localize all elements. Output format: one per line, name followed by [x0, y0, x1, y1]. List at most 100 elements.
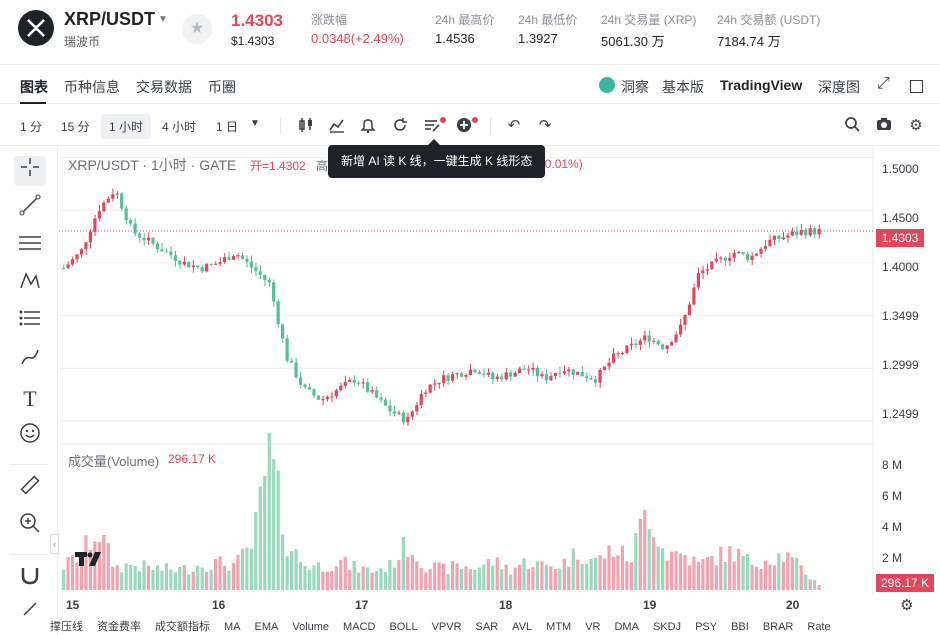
settings-gear-icon[interactable]: ⚙	[909, 117, 923, 134]
ruler-icon[interactable]	[14, 474, 46, 504]
candle-body	[473, 369, 477, 373]
tab-insight[interactable]: 洞察	[621, 79, 649, 95]
tab-depth[interactable]: 深度图	[818, 79, 860, 95]
brush-icon[interactable]	[14, 346, 46, 376]
volume-bar	[392, 567, 396, 590]
candle-body	[553, 373, 557, 377]
indicator-14[interactable]: SKDJ	[652, 621, 682, 633]
indicator-12[interactable]: VR	[585, 621, 601, 633]
magnet-icon[interactable]	[14, 564, 46, 594]
candle-body	[129, 220, 133, 224]
indicator-18[interactable]: Rate	[807, 621, 831, 633]
candle-body	[106, 198, 110, 203]
pair-name[interactable]: XRP/USDT	[64, 9, 156, 29]
indicator-13[interactable]: DMA	[614, 621, 639, 633]
redo-icon[interactable]: ↷	[538, 117, 552, 134]
fibonacci-icon[interactable]	[14, 308, 46, 338]
volume-bar	[652, 537, 656, 590]
candle-body	[531, 367, 535, 370]
favorite-star-icon[interactable]: ★	[182, 14, 212, 44]
alert-bell-icon[interactable]	[358, 116, 378, 136]
candle-body	[352, 379, 356, 383]
indicator-10[interactable]: AVL	[512, 621, 533, 633]
volume-bar	[804, 574, 808, 590]
indicator-7[interactable]: BOLL	[389, 621, 418, 633]
lock-pencil-icon[interactable]	[14, 598, 46, 628]
add-plus-icon[interactable]	[454, 116, 474, 136]
candle-type-icon[interactable]	[296, 116, 316, 136]
candle-body	[571, 369, 575, 375]
window-icon[interactable]	[910, 80, 923, 93]
volume-bar	[710, 556, 714, 590]
timeframe-1m[interactable]: 1 分	[20, 120, 43, 134]
emoji-icon[interactable]	[14, 422, 46, 452]
candle-body	[70, 259, 75, 265]
indicator-17[interactable]: BRAR	[762, 621, 794, 633]
collapse-toolbar-button[interactable]: ‹	[50, 534, 59, 554]
candle-body	[477, 372, 481, 374]
tab-trade-data[interactable]: 交易数据	[136, 79, 192, 95]
timeframe-15m[interactable]: 15 分	[61, 120, 90, 134]
timeframe-1h[interactable]: 1 小时	[101, 114, 152, 139]
fullscreen-icon[interactable]: ⤢	[877, 75, 890, 92]
candle-body	[446, 375, 450, 381]
volume-bar	[754, 566, 759, 590]
ai-kline-icon[interactable]	[422, 116, 442, 136]
indicator-1[interactable]: 资金费率	[97, 621, 141, 633]
tab-basic[interactable]: 基本版	[662, 79, 704, 95]
tab-coin-info[interactable]: 币种信息	[64, 79, 120, 95]
indicator-4[interactable]: EMA	[254, 621, 279, 633]
text-tool-icon[interactable]: T	[23, 386, 37, 411]
tab-chart[interactable]: 图表	[20, 79, 48, 95]
undo-icon[interactable]: ↶	[507, 117, 521, 134]
tab-tradingview[interactable]: TradingView	[720, 77, 803, 93]
volume-bar	[401, 536, 405, 590]
tab-community[interactable]: 币圈	[208, 79, 236, 95]
chart-settings-icon[interactable]: ⚙	[900, 597, 914, 614]
chart-canvas[interactable]	[59, 147, 875, 595]
candle-body	[397, 412, 401, 414]
volume-bar	[629, 562, 633, 590]
zoom-in-icon[interactable]	[14, 512, 46, 542]
indicator-16[interactable]: BBI	[731, 621, 749, 633]
indicators-icon[interactable]	[327, 116, 347, 136]
indicator-3[interactable]: MA	[224, 621, 241, 633]
pattern-icon[interactable]	[14, 270, 46, 300]
candle-body	[182, 261, 186, 265]
indicator-5[interactable]: Volume	[292, 621, 330, 633]
candle-body	[316, 395, 320, 400]
volume-bar	[146, 565, 151, 590]
indicator-9[interactable]: SAR	[475, 621, 499, 633]
indicator-15[interactable]: PSY	[695, 621, 718, 633]
volume-bar	[191, 571, 195, 590]
volume-bar	[97, 541, 101, 590]
indicator-11[interactable]: MTM	[546, 621, 572, 633]
timeframe-1d[interactable]: 1 日	[216, 120, 239, 134]
volume-bar	[504, 564, 508, 590]
indicator-2[interactable]: 成交额指标	[155, 621, 210, 633]
candle-body	[169, 251, 173, 256]
volume-bar	[620, 545, 624, 590]
timeframe-dropdown-icon[interactable]: ▼	[250, 118, 260, 129]
candle-body	[741, 252, 745, 254]
volume-bar	[88, 549, 92, 590]
chevron-down-icon[interactable]: ▼	[158, 14, 168, 25]
indicator-0[interactable]: 撑压线	[50, 621, 83, 633]
search-icon[interactable]	[842, 116, 862, 136]
horizontal-lines-icon[interactable]	[14, 232, 46, 262]
crosshair-icon[interactable]	[14, 156, 46, 186]
candle-body	[120, 193, 124, 209]
volume-bar	[781, 561, 785, 590]
trendline-icon[interactable]	[14, 194, 46, 224]
volume-bar	[169, 569, 173, 590]
timeframe-4h[interactable]: 4 小时	[162, 120, 197, 134]
replay-icon[interactable]	[390, 116, 410, 136]
volume-bar	[464, 566, 468, 590]
indicator-8[interactable]: VPVR	[431, 621, 462, 633]
volume-bar	[249, 548, 253, 590]
volume-bar	[670, 551, 674, 590]
volume-bar	[307, 570, 312, 590]
indicator-6[interactable]: MACD	[343, 621, 376, 633]
camera-icon[interactable]	[874, 116, 894, 136]
candle-body	[652, 340, 656, 342]
